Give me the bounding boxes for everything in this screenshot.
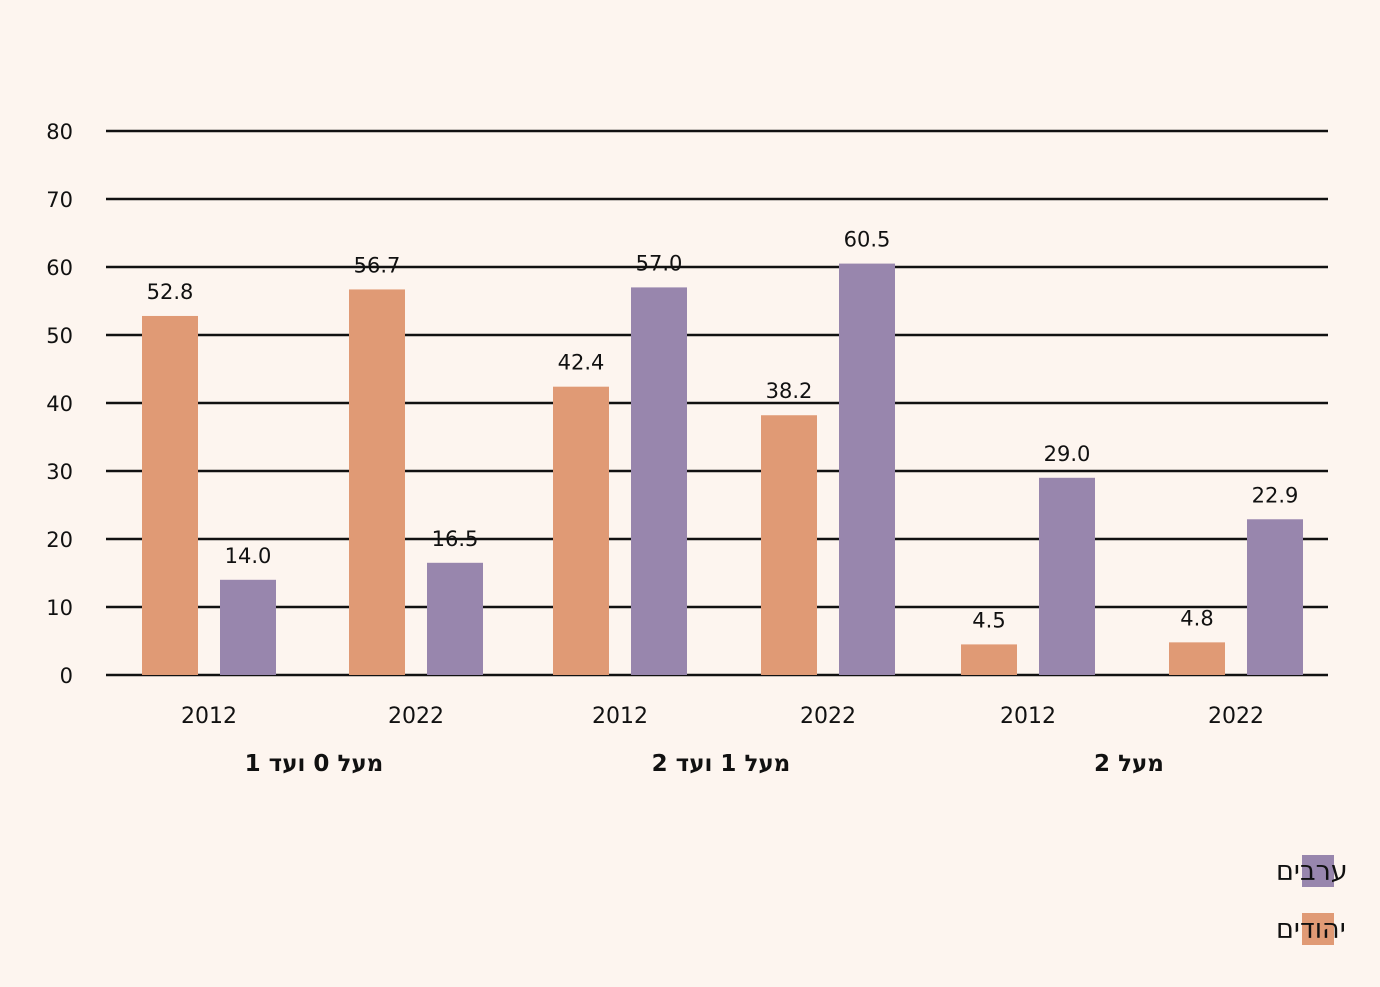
legend-swatch bbox=[1302, 855, 1334, 887]
bar-jews bbox=[349, 289, 405, 675]
y-tick-label: 60 bbox=[46, 256, 73, 280]
data-label-jews: 4.8 bbox=[1180, 606, 1213, 630]
legend-item-arabs: ערבים bbox=[1276, 855, 1348, 887]
y-tick-label: 30 bbox=[46, 460, 73, 484]
y-tick-label: 10 bbox=[46, 596, 73, 620]
x-category-label: 2012 bbox=[592, 704, 648, 729]
legend: ערבים יהודים bbox=[1276, 855, 1348, 945]
data-label-arabs: 60.5 bbox=[844, 228, 891, 252]
data-label-arabs: 57.0 bbox=[636, 251, 683, 275]
y-axis-ticks: 0 10 20 30 40 50 60 70 80 bbox=[46, 120, 73, 688]
bar-arabs bbox=[427, 562, 483, 675]
bar-arabs bbox=[1247, 519, 1303, 675]
x-category-label: 2012 bbox=[181, 704, 237, 729]
bar-arabs bbox=[220, 579, 276, 675]
bar-arabs bbox=[631, 287, 687, 675]
x-axis-groups: מעל 0 ועד 1 מעל 1 ועד 2 מעל 2 bbox=[245, 751, 1164, 777]
x-group-label: מעל 0 ועד 1 bbox=[245, 751, 384, 777]
x-category-label: 2022 bbox=[800, 704, 856, 729]
bar-jews bbox=[553, 386, 609, 675]
y-tick-label: 20 bbox=[46, 528, 73, 552]
bar-jews bbox=[1169, 642, 1225, 675]
legend-swatch bbox=[1302, 913, 1334, 945]
bar-jews bbox=[761, 415, 817, 675]
data-label-arabs: 29.0 bbox=[1044, 442, 1091, 466]
x-category-label: 2012 bbox=[1000, 704, 1056, 729]
bars bbox=[142, 263, 1303, 675]
x-group-label: מעל 2 bbox=[1094, 751, 1164, 777]
data-labels: 52.8 14.0 56.7 16.5 42.4 57.0 38.2 60.5 4.5 29.0 4… bbox=[147, 228, 1299, 633]
data-label-jews: 42.4 bbox=[558, 351, 605, 375]
data-label-jews: 56.7 bbox=[354, 253, 401, 277]
data-label-arabs: 22.9 bbox=[1252, 483, 1299, 507]
bar-jews bbox=[142, 315, 198, 675]
legend-item-jews: יהודים bbox=[1276, 913, 1346, 945]
bar-arabs bbox=[1039, 477, 1095, 675]
data-label-arabs: 14.0 bbox=[225, 544, 272, 568]
bar-jews bbox=[961, 644, 1017, 675]
x-category-label: 2022 bbox=[1208, 704, 1264, 729]
x-category-label: 2022 bbox=[388, 704, 444, 729]
x-group-label: מעל 1 ועד 2 bbox=[652, 751, 791, 777]
data-label-jews: 4.5 bbox=[972, 608, 1005, 632]
data-label-jews: 38.2 bbox=[766, 379, 813, 403]
y-tick-label: 50 bbox=[46, 324, 73, 348]
legend-label: ערבים bbox=[1276, 856, 1348, 887]
legend-label: יהודים bbox=[1276, 914, 1346, 945]
y-tick-label: 0 bbox=[60, 664, 73, 688]
data-label-arabs: 16.5 bbox=[432, 527, 479, 551]
y-tick-label: 40 bbox=[46, 392, 73, 416]
gridlines bbox=[106, 129, 1328, 677]
bar-arabs bbox=[839, 263, 895, 675]
data-label-jews: 52.8 bbox=[147, 280, 194, 304]
x-axis-categories: 2012 2022 2012 2022 2012 2022 bbox=[181, 704, 1264, 729]
y-tick-label: 70 bbox=[46, 188, 73, 212]
y-tick-label: 80 bbox=[46, 120, 73, 144]
